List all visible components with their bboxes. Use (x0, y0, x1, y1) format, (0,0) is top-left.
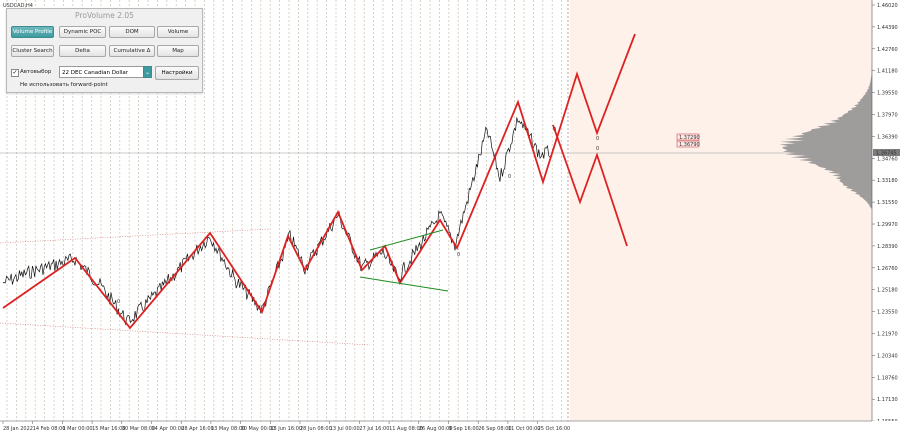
channel-upper-line (0, 228, 271, 244)
volume-profile-button[interactable]: Volume Profile (11, 26, 54, 38)
red-projection-line (552, 124, 628, 247)
instrument-select[interactable]: 22 DEC Canadian Dollar (59, 66, 144, 78)
level-label-box (676, 140, 700, 148)
price-tick-label: 1.44390 (877, 25, 898, 31)
current-price-tag (873, 149, 900, 156)
time-tick-label: 25 Oct 16:00 (538, 426, 571, 432)
price-tick-label: 1.28390 (877, 244, 898, 250)
price-tick-label: 1.18760 (877, 375, 898, 381)
price-tick-label: 1.25180 (877, 288, 898, 294)
volume-profile (779, 55, 872, 209)
time-tick-label: 9 Sep 16:00 (449, 426, 479, 432)
price-tick-label: 1.23550 (877, 310, 898, 316)
cluster-search-button[interactable]: Cluster Search (11, 45, 54, 57)
time-tick-label: 1 Mar 00:00 (62, 426, 92, 432)
price-tick-label: 1.31550 (877, 200, 898, 206)
price-tick-label: 1.41180 (877, 69, 898, 75)
level-label: 1.36790 (679, 142, 700, 148)
autoselect-label: Автовыбор (20, 69, 52, 75)
panel-title: ProVolume 2.05 (75, 11, 134, 20)
time-tick-label: 13 Jul 00:00 (330, 426, 360, 432)
projection-marker: 0 (553, 127, 556, 133)
wedge-lower-line (359, 276, 449, 292)
volume-button[interactable]: Volume (157, 26, 199, 38)
time-tick-label: 11 Oct 00:00 (508, 426, 541, 432)
time-axis-background (0, 421, 900, 435)
price-tick-label: 1.26760 (877, 266, 898, 272)
wedge-upper-line (369, 229, 444, 251)
cumulative-delta-button[interactable]: Cumulative Δ (109, 45, 155, 57)
delta-button[interactable]: Delta (59, 45, 106, 57)
price-tick-label: 1.21970 (877, 332, 898, 338)
price-tick-label: 1.33180 (877, 178, 898, 184)
time-tick-label: 13 May 08:00 (211, 426, 245, 432)
time-tick-label: 11 Aug 08:00 (389, 426, 423, 432)
time-tick-label: 13 Jun 16:00 (270, 426, 302, 432)
time-tick-label: 30 Mar 08:00 (122, 426, 155, 432)
autoselect-checkbox[interactable]: ✓ (11, 69, 19, 77)
red-zigzag-line (2, 33, 636, 330)
projection-marker: 0 (596, 146, 599, 152)
provolume-panel[interactable]: ProVolume 2.05 Volume Profile Dynamic PO… (6, 8, 203, 93)
time-tick-label: 14 Apr 00:00 (152, 426, 185, 432)
price-tick-label: 1.37970 (877, 113, 898, 119)
dom-button[interactable]: DOM (109, 26, 155, 38)
chevron-down-icon[interactable]: ⌄ (143, 66, 152, 78)
projection-marker: 0 (457, 252, 460, 258)
volume-profile-histogram (779, 55, 872, 209)
time-tick-label: 28 Jun 08:00 (300, 426, 332, 432)
time-tick-label: 28 Apr 16:00 (181, 426, 214, 432)
current-price-label: 1.36745 (876, 151, 897, 157)
time-tick-label: 26 Sep 08:00 (478, 426, 511, 432)
time-tick-label: 28 Jan 2022 (3, 426, 33, 432)
projection-marker: 0 (596, 136, 599, 142)
map-button[interactable]: Map (157, 45, 199, 57)
price-tick-label: 1.29970 (877, 222, 898, 228)
time-tick-label: 15 Mar 16:00 (92, 426, 125, 432)
dynamic-poc-button[interactable]: Dynamic POC (59, 26, 106, 38)
time-tick-label: 30 May 00:00 (241, 426, 275, 432)
price-tick-label: 1.36390 (877, 134, 898, 140)
price-tick-label: 1.39550 (877, 91, 898, 97)
price-tick-label: 1.34760 (877, 156, 898, 162)
price-tick-label: 1.42760 (877, 47, 898, 53)
level-label: 1.37290 (679, 135, 700, 141)
projection-marker: 0 (117, 299, 120, 305)
price-tick-label: 1.46020 (877, 3, 898, 9)
price-series-line (2, 117, 551, 326)
projection-marker: 0 (508, 174, 511, 180)
time-tick-label: 27 Jul 16:00 (359, 426, 389, 432)
settings-button[interactable]: Настройки (155, 66, 199, 80)
price-tick-label: 1.20340 (877, 353, 898, 359)
level-label-box (676, 133, 700, 141)
time-tick-label: 14 Feb 08:00 (33, 426, 66, 432)
price-axis-background (872, 0, 900, 435)
channel-lower-line (0, 322, 371, 346)
symbol-caption: USDCAD,H4 (3, 3, 33, 9)
price-tick-label: 1.17130 (877, 397, 898, 403)
forward-point-option[interactable]: Не использовать forward-point (20, 82, 108, 88)
time-tick-label: 26 Aug 00:00 (419, 426, 453, 432)
